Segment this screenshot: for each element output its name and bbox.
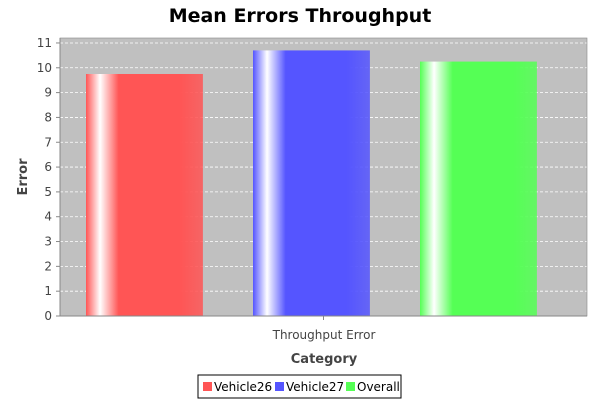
chart-title: Mean Errors Throughput (169, 5, 432, 27)
legend: Vehicle26 Vehicle27 Overall (197, 374, 402, 399)
legend-swatch-vehicle27 (275, 382, 284, 391)
x-axis-title: Category (291, 352, 358, 367)
axes (59, 37, 588, 320)
plot-area (59, 37, 588, 320)
legend-swatch-overall (346, 382, 355, 391)
bar-vehicle26 (86, 73, 203, 316)
legend-label-vehicle27: Vehicle27 (286, 380, 344, 394)
x-tick-label: Throughput Error (272, 328, 376, 342)
y-tick-label: 9 (44, 86, 52, 100)
y-tick-label: 2 (44, 259, 52, 273)
y-tick-label: 3 (44, 235, 52, 249)
y-axis-title: Error (16, 158, 31, 196)
y-tick-label: 1 (44, 284, 52, 298)
legend-label-vehicle26: Vehicle26 (214, 380, 272, 394)
y-axis-ticks: 0 1 2 3 4 5 6 7 8 9 10 11 (37, 36, 60, 323)
bars (86, 50, 537, 317)
legend-label-overall: Overall (357, 380, 400, 394)
y-tick-label: 0 (44, 309, 52, 323)
y-tick-label: 10 (37, 61, 52, 75)
y-tick-label: 6 (44, 160, 52, 174)
y-tick-label: 4 (44, 210, 52, 224)
legend-box (197, 374, 402, 399)
bar-vehicle27 (253, 50, 370, 317)
y-tick-label: 8 (44, 110, 52, 124)
bar-overall (420, 61, 537, 317)
legend-swatch-vehicle26 (203, 382, 212, 391)
y-tick-label: 5 (44, 185, 52, 199)
y-tick-label: 11 (37, 36, 52, 50)
y-tick-label: 7 (44, 135, 52, 149)
